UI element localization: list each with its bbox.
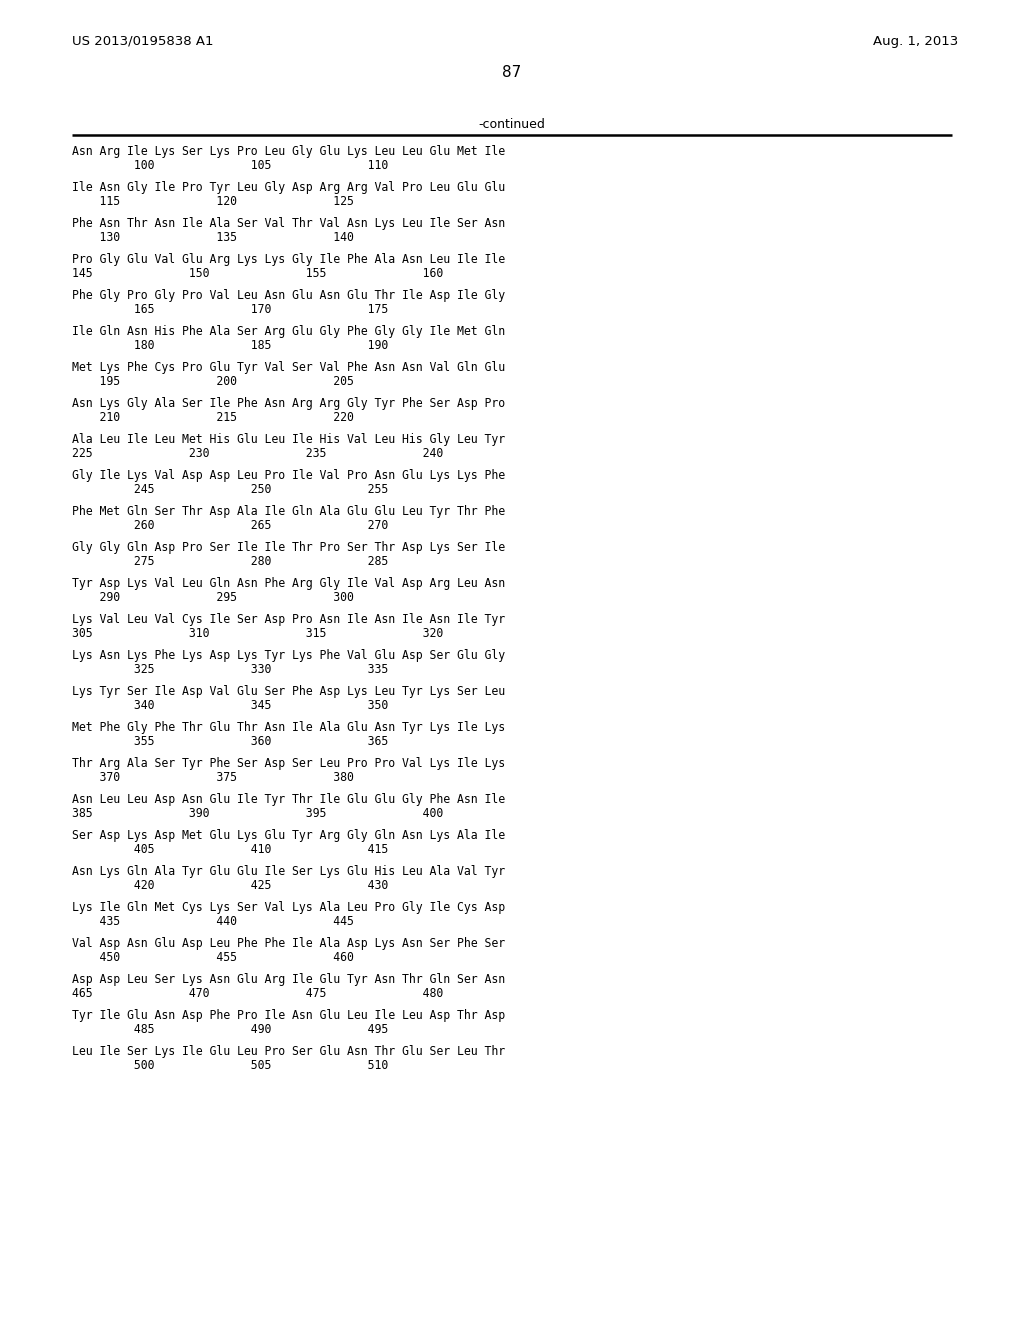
Text: 130              135              140: 130 135 140 [72,231,354,244]
Text: 485              490              495: 485 490 495 [72,1023,388,1036]
Text: Tyr Ile Glu Asn Asp Phe Pro Ile Asn Glu Leu Ile Leu Asp Thr Asp: Tyr Ile Glu Asn Asp Phe Pro Ile Asn Glu … [72,1008,505,1022]
Text: 275              280              285: 275 280 285 [72,554,388,568]
Text: 290              295              300: 290 295 300 [72,591,354,605]
Text: 165              170              175: 165 170 175 [72,304,388,315]
Text: 145              150              155              160: 145 150 155 160 [72,267,443,280]
Text: 405              410              415: 405 410 415 [72,843,388,855]
Text: 450              455              460: 450 455 460 [72,950,354,964]
Text: Asn Leu Leu Asp Asn Glu Ile Tyr Thr Ile Glu Glu Gly Phe Asn Ile: Asn Leu Leu Asp Asn Glu Ile Tyr Thr Ile … [72,793,505,807]
Text: 385              390              395              400: 385 390 395 400 [72,807,443,820]
Text: Met Phe Gly Phe Thr Glu Thr Asn Ile Ala Glu Asn Tyr Lys Ile Lys: Met Phe Gly Phe Thr Glu Thr Asn Ile Ala … [72,721,505,734]
Text: 325              330              335: 325 330 335 [72,663,388,676]
Text: Lys Ile Gln Met Cys Lys Ser Val Lys Ala Leu Pro Gly Ile Cys Asp: Lys Ile Gln Met Cys Lys Ser Val Lys Ala … [72,902,505,913]
Text: 225              230              235              240: 225 230 235 240 [72,447,443,459]
Text: Ile Gln Asn His Phe Ala Ser Arg Glu Gly Phe Gly Gly Ile Met Gln: Ile Gln Asn His Phe Ala Ser Arg Glu Gly … [72,325,505,338]
Text: 115              120              125: 115 120 125 [72,195,354,209]
Text: 260              265              270: 260 265 270 [72,519,388,532]
Text: Asn Lys Gln Ala Tyr Glu Glu Ile Ser Lys Glu His Leu Ala Val Tyr: Asn Lys Gln Ala Tyr Glu Glu Ile Ser Lys … [72,865,505,878]
Text: Gly Gly Gln Asp Pro Ser Ile Ile Thr Pro Ser Thr Asp Lys Ser Ile: Gly Gly Gln Asp Pro Ser Ile Ile Thr Pro … [72,541,505,554]
Text: Asn Lys Gly Ala Ser Ile Phe Asn Arg Arg Gly Tyr Phe Ser Asp Pro: Asn Lys Gly Ala Ser Ile Phe Asn Arg Arg … [72,397,505,411]
Text: 420              425              430: 420 425 430 [72,879,388,892]
Text: 465              470              475              480: 465 470 475 480 [72,987,443,1001]
Text: Phe Asn Thr Asn Ile Ala Ser Val Thr Val Asn Lys Leu Ile Ser Asn: Phe Asn Thr Asn Ile Ala Ser Val Thr Val … [72,216,505,230]
Text: -continued: -continued [478,117,546,131]
Text: Tyr Asp Lys Val Leu Gln Asn Phe Arg Gly Ile Val Asp Arg Leu Asn: Tyr Asp Lys Val Leu Gln Asn Phe Arg Gly … [72,577,505,590]
Text: Val Asp Asn Glu Asp Leu Phe Phe Ile Ala Asp Lys Asn Ser Phe Ser: Val Asp Asn Glu Asp Leu Phe Phe Ile Ala … [72,937,505,950]
Text: US 2013/0195838 A1: US 2013/0195838 A1 [72,36,213,48]
Text: 195              200              205: 195 200 205 [72,375,354,388]
Text: Asp Asp Leu Ser Lys Asn Glu Arg Ile Glu Tyr Asn Thr Gln Ser Asn: Asp Asp Leu Ser Lys Asn Glu Arg Ile Glu … [72,973,505,986]
Text: Lys Asn Lys Phe Lys Asp Lys Tyr Lys Phe Val Glu Asp Ser Glu Gly: Lys Asn Lys Phe Lys Asp Lys Tyr Lys Phe … [72,649,505,663]
Text: 100              105              110: 100 105 110 [72,158,388,172]
Text: Ala Leu Ile Leu Met His Glu Leu Ile His Val Leu His Gly Leu Tyr: Ala Leu Ile Leu Met His Glu Leu Ile His … [72,433,505,446]
Text: 180              185              190: 180 185 190 [72,339,388,352]
Text: Lys Val Leu Val Cys Ile Ser Asp Pro Asn Ile Asn Ile Asn Ile Tyr: Lys Val Leu Val Cys Ile Ser Asp Pro Asn … [72,612,505,626]
Text: 355              360              365: 355 360 365 [72,735,388,748]
Text: 435              440              445: 435 440 445 [72,915,354,928]
Text: 370              375              380: 370 375 380 [72,771,354,784]
Text: 500              505              510: 500 505 510 [72,1059,388,1072]
Text: Ser Asp Lys Asp Met Glu Lys Glu Tyr Arg Gly Gln Asn Lys Ala Ile: Ser Asp Lys Asp Met Glu Lys Glu Tyr Arg … [72,829,505,842]
Text: Ile Asn Gly Ile Pro Tyr Leu Gly Asp Arg Arg Val Pro Leu Glu Glu: Ile Asn Gly Ile Pro Tyr Leu Gly Asp Arg … [72,181,505,194]
Text: Met Lys Phe Cys Pro Glu Tyr Val Ser Val Phe Asn Asn Val Gln Glu: Met Lys Phe Cys Pro Glu Tyr Val Ser Val … [72,360,505,374]
Text: Gly Ile Lys Val Asp Asp Leu Pro Ile Val Pro Asn Glu Lys Lys Phe: Gly Ile Lys Val Asp Asp Leu Pro Ile Val … [72,469,505,482]
Text: 87: 87 [503,65,521,81]
Text: Aug. 1, 2013: Aug. 1, 2013 [872,36,958,48]
Text: Leu Ile Ser Lys Ile Glu Leu Pro Ser Glu Asn Thr Glu Ser Leu Thr: Leu Ile Ser Lys Ile Glu Leu Pro Ser Glu … [72,1045,505,1059]
Text: Pro Gly Glu Val Glu Arg Lys Lys Gly Ile Phe Ala Asn Leu Ile Ile: Pro Gly Glu Val Glu Arg Lys Lys Gly Ile … [72,253,505,267]
Text: 340              345              350: 340 345 350 [72,700,388,711]
Text: 305              310              315              320: 305 310 315 320 [72,627,443,640]
Text: Phe Gly Pro Gly Pro Val Leu Asn Glu Asn Glu Thr Ile Asp Ile Gly: Phe Gly Pro Gly Pro Val Leu Asn Glu Asn … [72,289,505,302]
Text: 245              250              255: 245 250 255 [72,483,388,496]
Text: 210              215              220: 210 215 220 [72,411,354,424]
Text: Asn Arg Ile Lys Ser Lys Pro Leu Gly Glu Lys Leu Leu Glu Met Ile: Asn Arg Ile Lys Ser Lys Pro Leu Gly Glu … [72,145,505,158]
Text: Phe Met Gln Ser Thr Asp Ala Ile Gln Ala Glu Glu Leu Tyr Thr Phe: Phe Met Gln Ser Thr Asp Ala Ile Gln Ala … [72,506,505,517]
Text: Lys Tyr Ser Ile Asp Val Glu Ser Phe Asp Lys Leu Tyr Lys Ser Leu: Lys Tyr Ser Ile Asp Val Glu Ser Phe Asp … [72,685,505,698]
Text: Thr Arg Ala Ser Tyr Phe Ser Asp Ser Leu Pro Pro Val Lys Ile Lys: Thr Arg Ala Ser Tyr Phe Ser Asp Ser Leu … [72,756,505,770]
